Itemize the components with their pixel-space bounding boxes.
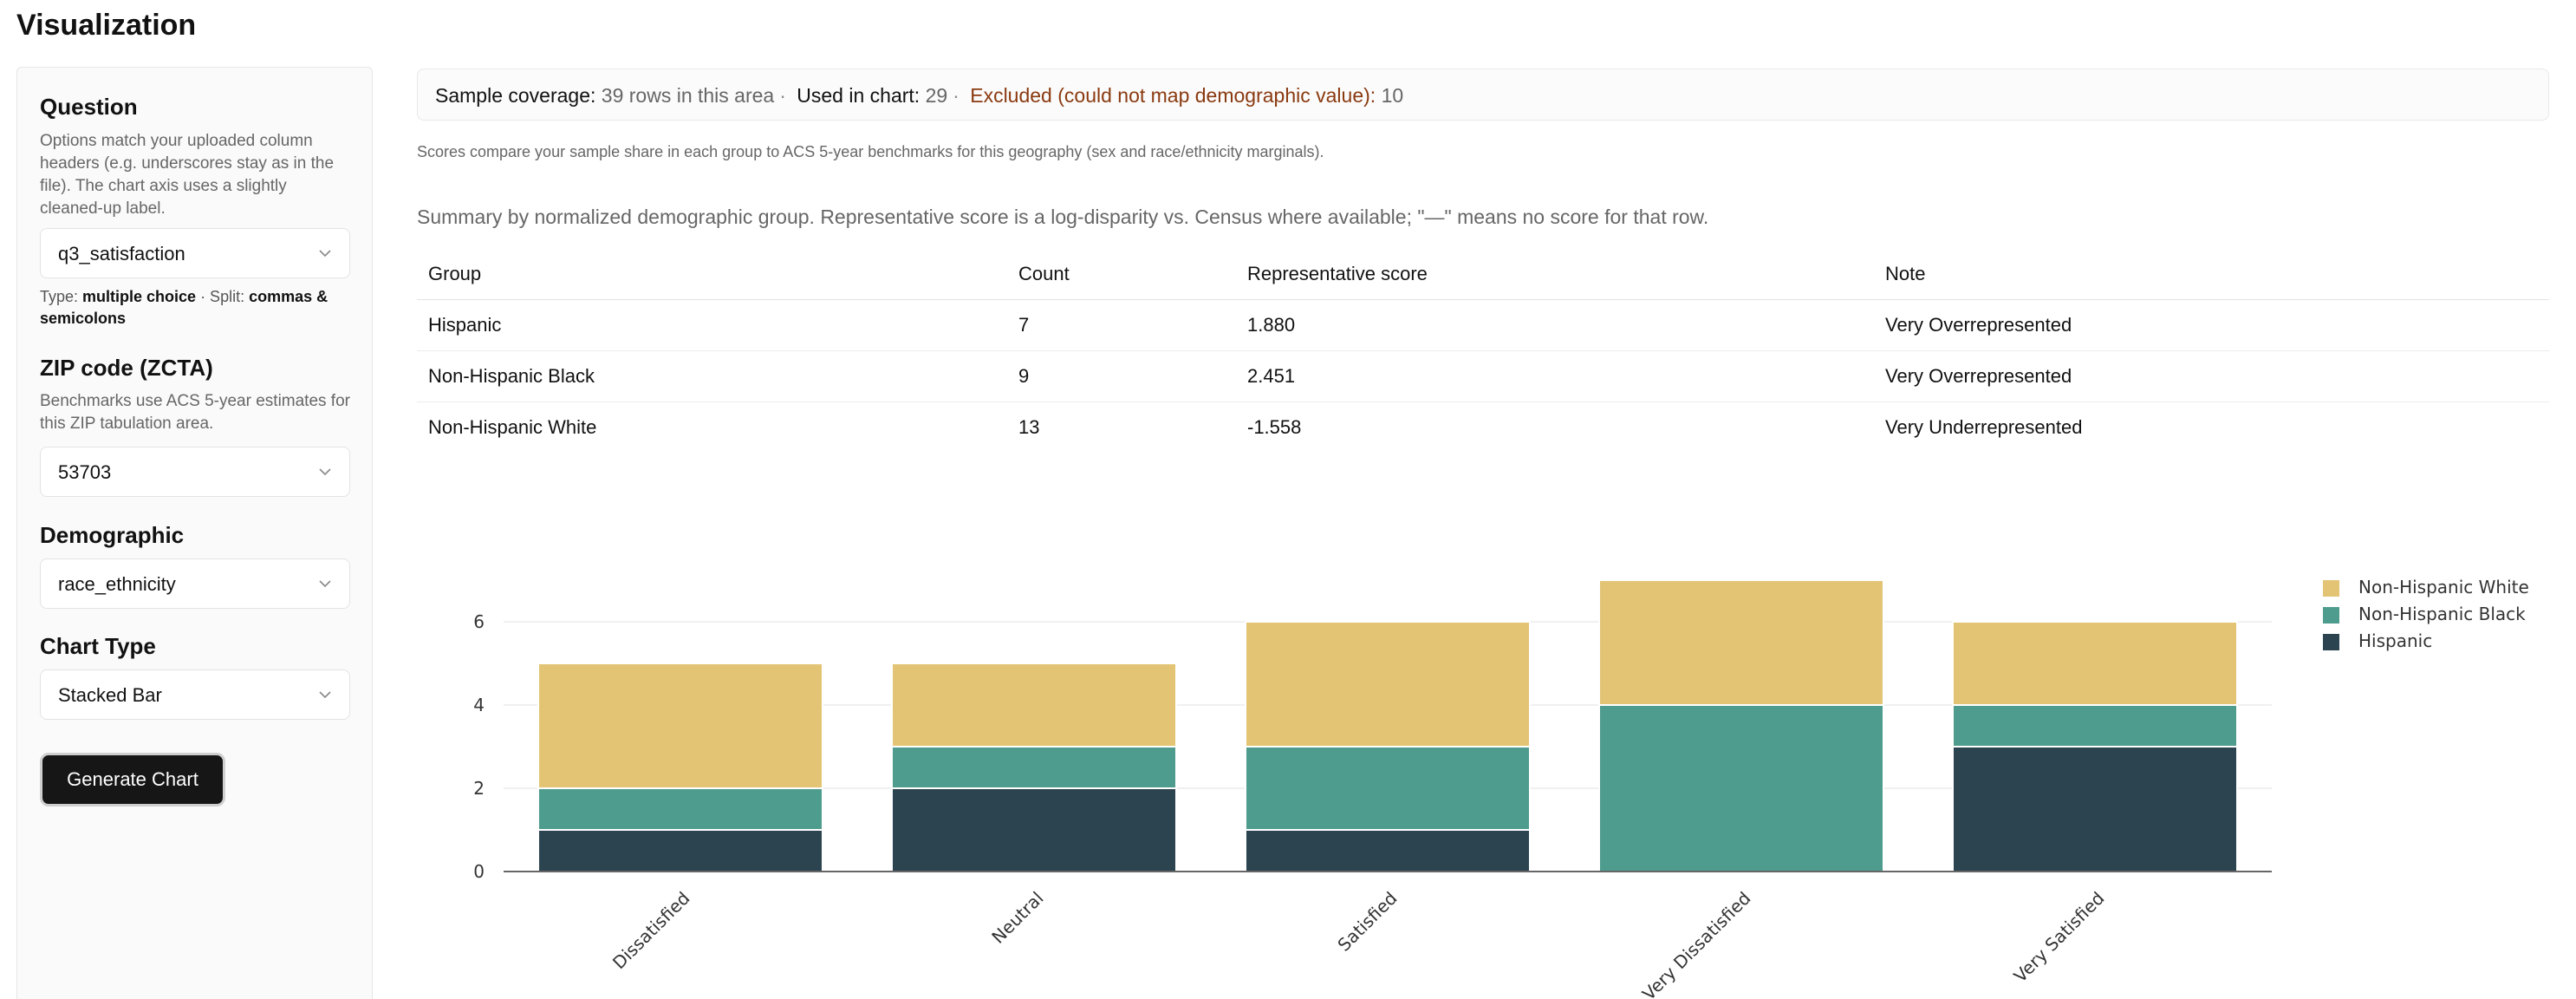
table-cell: Very Underrepresented [1885,415,2083,438]
column-header: Count [1007,249,1236,300]
bar-segment [1598,704,1884,872]
chart-type-select-value: Stacked Bar [58,684,162,706]
column-header: Representative score [1236,249,1874,300]
coverage-banner: Sample coverage: 39 rows in this area · U… [417,69,2549,121]
table-cell: 9 [1007,350,1236,402]
chart-type-select[interactable]: Stacked Bar [40,669,350,720]
bar-segment [1245,621,1531,748]
generate-chart-button[interactable]: Generate Chart [40,753,225,806]
table-cell: 7 [1007,299,1236,351]
page-title: Visualization [16,9,197,42]
chart-type-title: Chart Type [40,633,156,659]
table-cell: Very Overrepresented [1874,350,2549,402]
chevron-down-icon [319,580,331,588]
chevron-down-icon [319,691,331,699]
zip-select-value: 53703 [58,461,112,483]
bar-segment [537,787,823,831]
zip-select[interactable]: 53703 [40,447,350,497]
excluded-value: 10 [1381,84,1404,107]
table-cell: Non-Hispanic Black [417,350,1007,402]
demographic-select-value: race_ethnicity [58,573,176,595]
sample-coverage-value: 39 rows in this area [601,84,775,107]
table-cell: 1.880 [1236,299,1874,351]
question-select[interactable]: q3_satisfaction [40,228,350,278]
table-header-row: Group Count Representative score Note [417,249,2549,300]
legend-label: Non-Hispanic White [2358,577,2529,597]
bar-segment [1952,746,2238,872]
y-tick-label: 6 [473,611,485,632]
x-tick-label: Satisfied [1333,888,1401,956]
column-header: Group [417,249,1007,300]
y-tick-label: 4 [473,695,485,715]
excluded-label: Excluded (could not map demographic valu… [970,84,1376,107]
table-cell: -1.558 [1247,415,1302,438]
sample-coverage-label: Sample coverage: [435,84,596,107]
chevron-down-icon [319,468,331,476]
table-row: Hispanic 7 1.880 Very Overrepresented [417,299,2549,351]
question-type-info: Type: multiple choice · Split: commas & … [40,288,329,327]
x-tick-label: Very Satisfied [2010,888,2109,987]
legend-label: Hispanic [2358,630,2433,651]
legend-label: Non-Hispanic Black [2358,604,2526,624]
table-cell: 2.451 [1236,350,1874,402]
used-in-chart-value: 29 [925,84,948,107]
question-help: Options match your uploaded column heade… [40,132,335,218]
demographic-title: Demographic [40,522,185,548]
zip-title: ZIP code (ZCTA) [40,355,213,381]
summary-description: Summary by normalized demographic group.… [417,206,1709,228]
bar-segment [1598,579,1884,706]
table-cell: Non-Hispanic White [428,415,597,438]
bar-segment [537,663,823,789]
summary-table: Group Count Representative score Note Hi… [417,249,2549,453]
x-tick-label: Very Dissatisfied [1638,888,1755,999]
benchmark-note: Scores compare your sample share in each… [417,143,1324,160]
stacked-bar-chart: 0 2 4 6 Dissatisfied Neutral Satisfied Very Dis… [473,579,2272,999]
table-row: Non-Hispanic White 13 -1.558 Very Underr… [417,402,2549,453]
table-row: Non-Hispanic Black 9 2.451 Very Overrepr… [417,350,2549,402]
table-cell: Very Overrepresented [1874,299,2549,351]
x-tick-label: Neutral [987,888,1047,948]
question-select-value: q3_satisfaction [58,243,185,264]
legend-swatch [2323,580,2339,597]
bar-segment [1245,746,1531,831]
table-cell: Hispanic [417,299,1007,351]
bar-segment [891,746,1177,789]
bar-segment [1952,621,2238,706]
bar-segment [537,829,823,872]
table-cell: 13 [1018,415,1040,438]
bar-segment [1245,829,1531,872]
used-in-chart-label: Used in chart: [797,84,920,107]
legend-swatch [2323,634,2339,650]
y-tick-label: 0 [473,861,485,882]
zip-help: Benchmarks use ACS 5-year estimates for … [40,392,350,433]
column-header: Note [1874,249,2549,300]
bar-segment [891,663,1177,748]
bar-segment [1952,704,2238,748]
demographic-select[interactable]: race_ethnicity [40,558,350,609]
x-tick-label: Dissatisfied [608,888,694,974]
legend-swatch [2323,607,2339,624]
chevron-down-icon [319,250,331,258]
bar-segment [891,787,1177,872]
y-tick-label: 2 [473,778,485,799]
sidebar: Question Options match your uploaded col… [16,67,373,999]
question-title: Question [40,94,138,120]
